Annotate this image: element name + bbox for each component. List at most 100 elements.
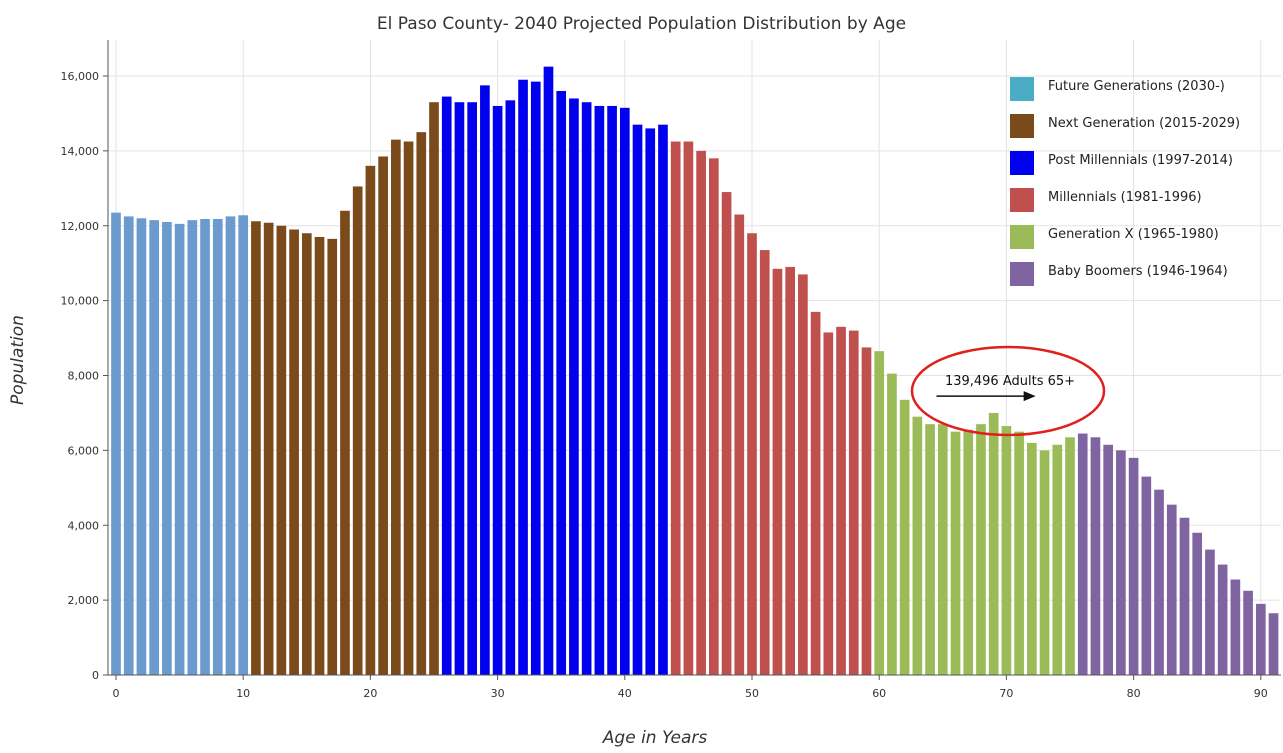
bar	[416, 132, 427, 675]
legend-swatch	[1010, 114, 1034, 138]
bar	[912, 416, 923, 675]
bar	[1116, 450, 1126, 676]
axis-layer: 0 2,000 4,000 6,000 8,000 10,000 12,000 14,000 1…	[61, 40, 1281, 700]
bar	[327, 238, 338, 675]
bar	[925, 424, 935, 675]
y-tick-label: 2,000	[68, 594, 100, 607]
bar	[276, 225, 287, 675]
legend-item: Post Millennials (1997-2014)	[1010, 150, 1280, 175]
bar	[1230, 579, 1241, 675]
y-tick-label: 10,000	[61, 295, 100, 308]
bar	[225, 216, 236, 675]
bar	[1039, 450, 1050, 676]
bar	[810, 311, 821, 675]
bar	[1065, 437, 1075, 675]
x-tick-label: 80	[1127, 687, 1141, 700]
legend-label: Generation X (1965-1980)	[1048, 227, 1219, 242]
bar	[785, 266, 795, 675]
bar	[556, 90, 567, 676]
bar	[403, 141, 414, 675]
bar	[1141, 476, 1152, 675]
bar	[1154, 489, 1164, 675]
bar	[861, 347, 872, 675]
bar	[772, 268, 783, 675]
x-tick-label: 10	[236, 687, 250, 700]
y-tick-label: 4,000	[68, 519, 100, 532]
bar	[429, 102, 439, 675]
bar	[709, 158, 719, 676]
bar	[518, 79, 528, 676]
bar	[1103, 444, 1113, 675]
bar	[1001, 426, 1012, 675]
bar	[836, 326, 846, 675]
bar	[251, 221, 261, 675]
bar	[747, 233, 757, 676]
legend-item: Generation X (1965-1980)	[1010, 224, 1280, 249]
bar	[111, 212, 121, 675]
bar	[899, 399, 910, 675]
bar	[632, 124, 643, 676]
bar	[1166, 504, 1177, 675]
annotation-layer: 139,496 Adults 65+	[910, 345, 1106, 437]
bar	[365, 165, 376, 675]
bar	[848, 330, 859, 675]
bar	[441, 96, 452, 676]
y-tick-label: 0	[92, 669, 99, 682]
bar	[1090, 437, 1101, 675]
bar	[454, 102, 465, 675]
bar	[976, 424, 986, 675]
bar	[1077, 433, 1088, 675]
bar	[263, 222, 274, 675]
bar	[212, 219, 223, 675]
bar	[301, 233, 312, 676]
bar	[289, 229, 299, 676]
legend-swatch	[1010, 188, 1034, 212]
legend-label: Post Millennials (1997-2014)	[1048, 153, 1233, 168]
bar	[645, 128, 656, 675]
bar	[721, 192, 732, 675]
legend-item: Millennials (1981-1996)	[1010, 187, 1280, 212]
bar	[798, 274, 808, 675]
bar	[658, 124, 668, 676]
x-tick-label: 90	[1254, 687, 1268, 700]
bar	[492, 105, 503, 675]
x-tick-label: 20	[363, 687, 377, 700]
bar	[530, 81, 541, 676]
legend-swatch	[1010, 77, 1034, 101]
bar	[1014, 431, 1024, 675]
x-tick-label: 0	[113, 687, 120, 700]
bar	[887, 373, 897, 675]
legend: Future Generations (2030-) Next Generatio…	[1010, 76, 1280, 298]
bar	[1052, 444, 1063, 675]
bar	[378, 156, 388, 676]
legend-label: Next Generation (2015-2029)	[1048, 116, 1241, 131]
bar	[149, 220, 159, 675]
bar	[200, 219, 210, 675]
bar	[162, 222, 172, 675]
bar	[594, 105, 605, 675]
legend-label: Future Generations (2030-)	[1048, 79, 1225, 94]
bar	[619, 107, 630, 675]
bar	[1179, 517, 1190, 675]
bar	[1243, 590, 1253, 675]
y-tick-label: 16,000	[61, 70, 100, 83]
bar	[1205, 549, 1215, 675]
bar	[734, 214, 745, 675]
x-axis-label: Age in Years	[602, 728, 708, 748]
bar	[505, 100, 516, 675]
bar	[1128, 457, 1139, 675]
bar	[352, 186, 363, 675]
x-tick-label: 30	[491, 687, 505, 700]
annotation-text: 139,496 Adults 65+	[945, 374, 1075, 389]
y-tick-label: 12,000	[61, 220, 100, 233]
bar	[670, 141, 681, 675]
x-tick-label: 50	[745, 687, 759, 700]
y-tick-label: 6,000	[68, 444, 100, 457]
bar-layer	[111, 66, 1279, 676]
legend-label: Millennials (1981-1996)	[1048, 190, 1202, 205]
chart-title: El Paso County- 2040 Projected Populatio…	[376, 14, 907, 34]
bar	[187, 220, 198, 675]
legend-label: Baby Boomers (1946-1964)	[1048, 264, 1228, 279]
bar	[823, 332, 834, 675]
